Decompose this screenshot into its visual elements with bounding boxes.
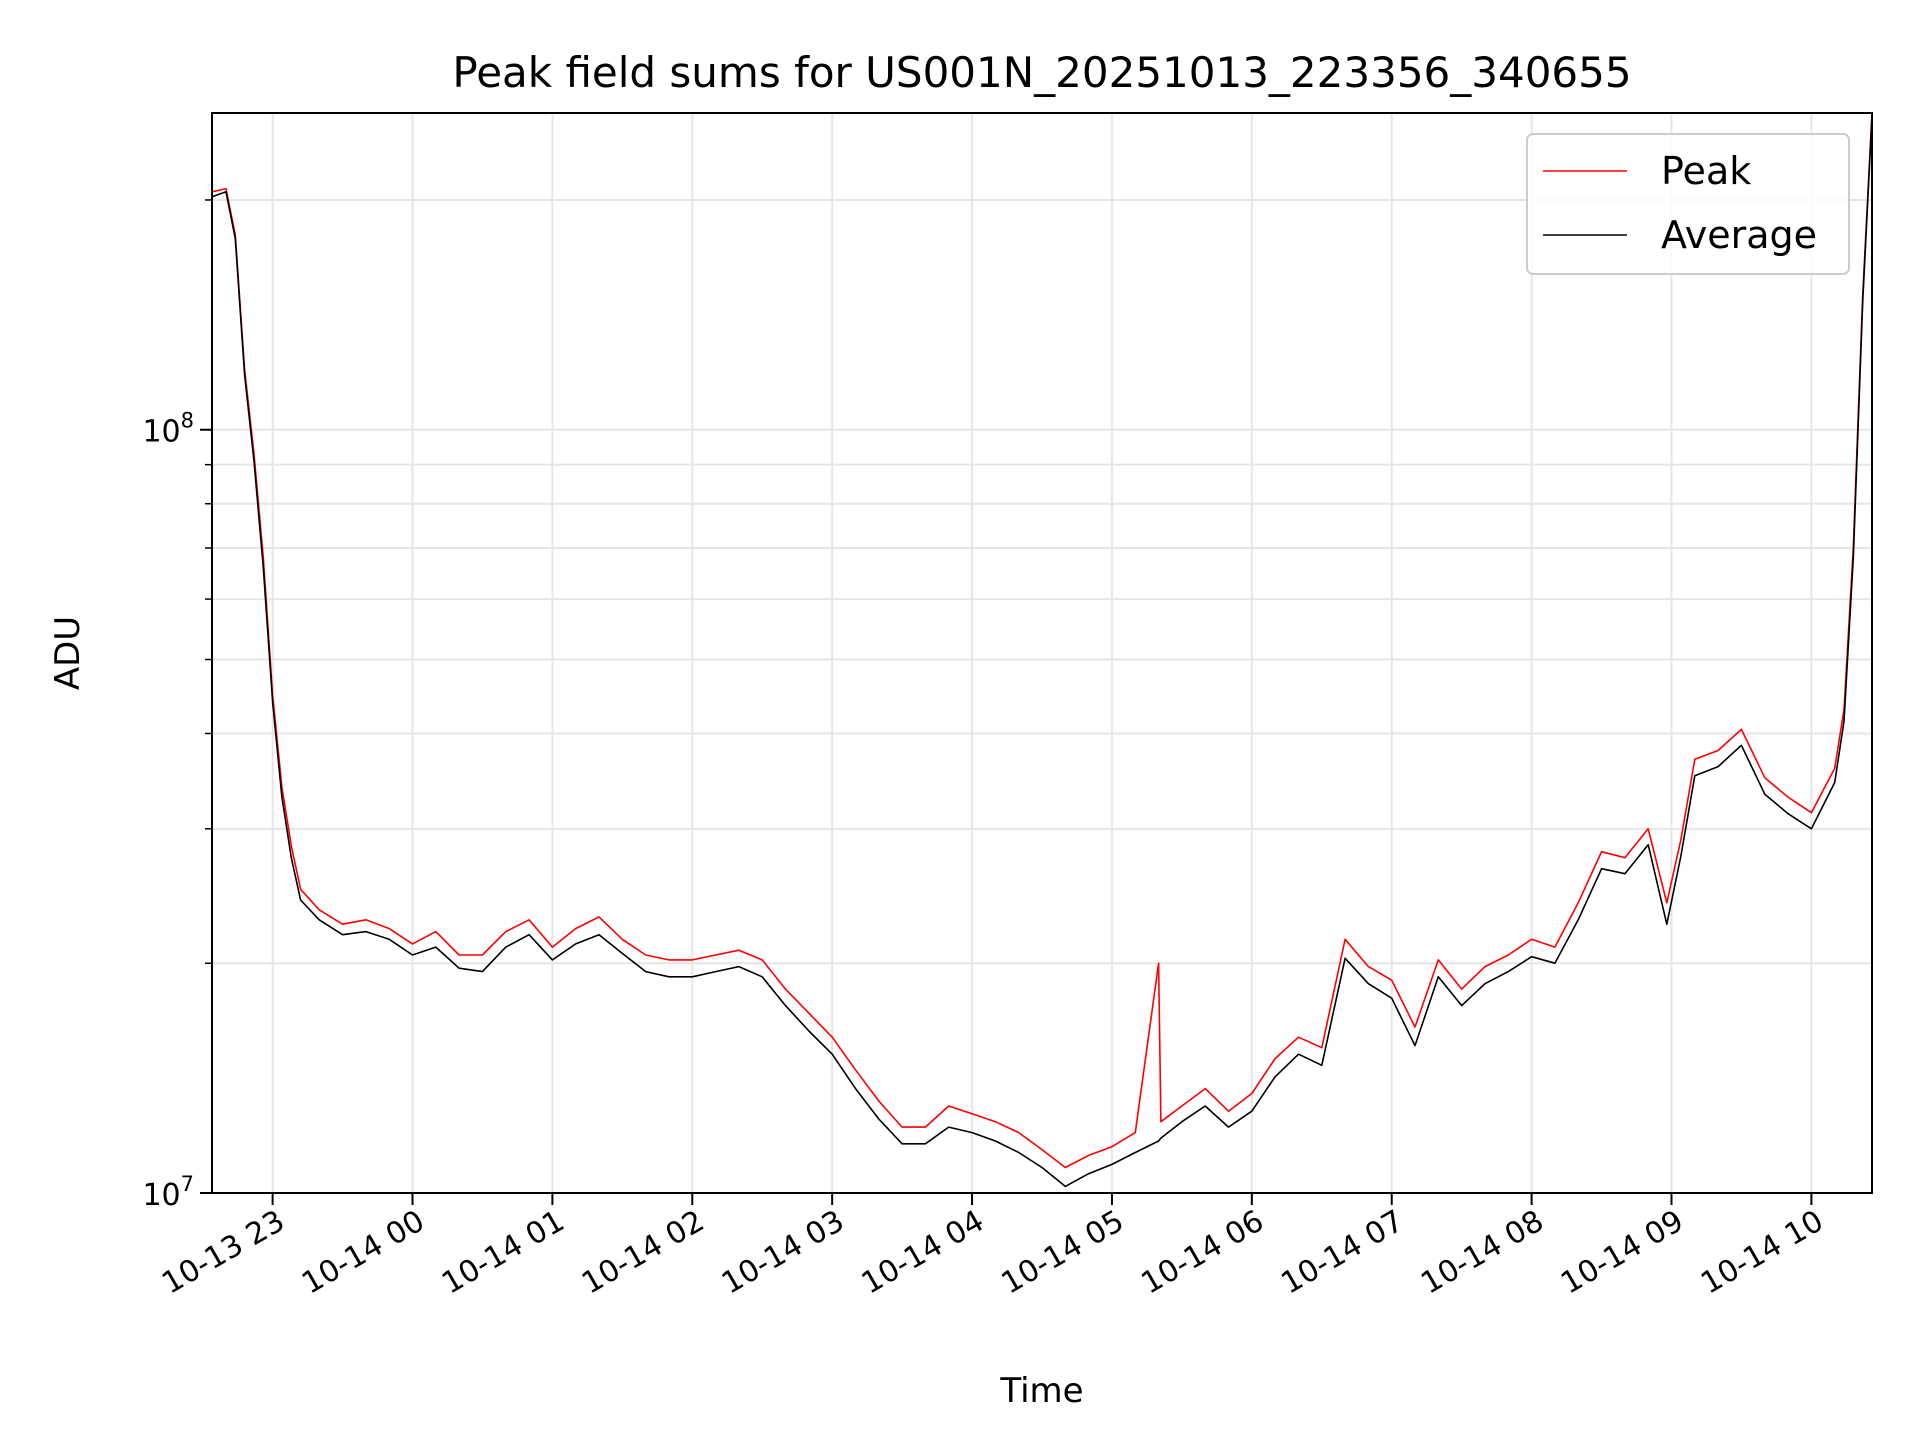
series-line-peak xyxy=(211,112,1873,1169)
x-tick-label: 10-14 05 xyxy=(996,1204,1130,1302)
series-layer xyxy=(211,112,1873,1188)
y-tick-label: 107 xyxy=(142,1172,194,1213)
x-tick-label: 10-14 01 xyxy=(436,1204,570,1302)
ticks-layer: 10-13 23 10-14 00 10-14 01 10-14 02 10-14 03… xyxy=(142,199,1829,1302)
x-tick-label: 10-13 23 xyxy=(156,1204,290,1302)
legend-label-average: Average xyxy=(1661,213,1817,257)
y-tick-base: 10 xyxy=(142,415,180,450)
x-tick-label: 10-14 00 xyxy=(296,1204,430,1302)
chart-title: Peak field sums for US001N_20251013_2233… xyxy=(452,48,1631,97)
y-axis-label: ADU xyxy=(48,616,88,690)
x-tick-label: 10-14 04 xyxy=(856,1204,990,1302)
series-line-average xyxy=(211,115,1873,1188)
legend: Peak Average xyxy=(1526,133,1850,275)
legend-box xyxy=(1526,133,1850,275)
x-axis-label: Time xyxy=(999,1371,1083,1411)
legend-label-peak: Peak xyxy=(1661,149,1751,193)
y-tick-base: 10 xyxy=(142,1178,180,1213)
x-tick-label: 10-14 08 xyxy=(1415,1204,1549,1302)
x-tick-label: 10-14 07 xyxy=(1275,1204,1409,1302)
x-tick-label: 10-14 09 xyxy=(1555,1204,1689,1302)
x-tick-label: 10-14 02 xyxy=(576,1204,710,1302)
plot-frame xyxy=(211,112,1873,1194)
y-tick-exponent: 8 xyxy=(181,409,194,433)
x-tick-label: 10-14 03 xyxy=(716,1204,850,1302)
x-tick-label: 10-14 06 xyxy=(1136,1204,1270,1302)
y-tick-exponent: 7 xyxy=(181,1172,194,1196)
x-tick-label: 10-14 10 xyxy=(1695,1204,1829,1302)
y-tick-label: 108 xyxy=(142,409,194,450)
